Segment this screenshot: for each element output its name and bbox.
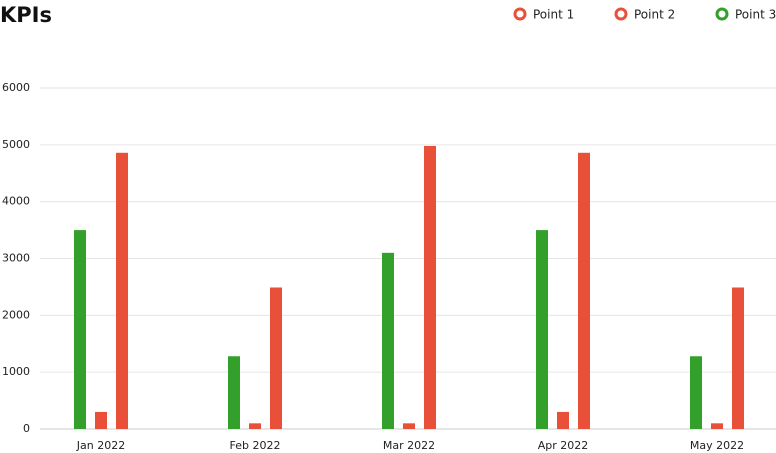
x-tick-label: Mar 2022 bbox=[383, 439, 435, 452]
chart-title: KPIs bbox=[0, 3, 52, 27]
bar bbox=[403, 423, 415, 429]
bar bbox=[424, 145, 436, 429]
bar bbox=[228, 356, 240, 429]
x-tick-label: Feb 2022 bbox=[230, 439, 281, 452]
bar bbox=[74, 230, 86, 429]
bar bbox=[711, 423, 723, 429]
x-tick-label: Apr 2022 bbox=[538, 439, 589, 452]
y-tick-label: 6000 bbox=[2, 81, 30, 94]
bar bbox=[732, 287, 744, 429]
legend-label: Point 2 bbox=[634, 8, 675, 22]
y-tick-label: 3000 bbox=[2, 252, 30, 265]
bar bbox=[557, 411, 569, 429]
legend-marker bbox=[513, 7, 527, 21]
bar bbox=[270, 287, 282, 429]
bar bbox=[536, 230, 548, 429]
legend-marker bbox=[614, 7, 628, 21]
x-tick-label: Jan 2022 bbox=[76, 439, 125, 452]
y-tick-label: 2000 bbox=[2, 308, 30, 321]
bar bbox=[95, 411, 107, 429]
bar bbox=[382, 252, 394, 429]
legend-label: Point 1 bbox=[533, 8, 574, 22]
bar bbox=[690, 356, 702, 429]
bar bbox=[578, 152, 590, 430]
x-tick-label: May 2022 bbox=[690, 439, 744, 452]
y-tick-label: 1000 bbox=[2, 365, 30, 378]
y-tick-label: 4000 bbox=[2, 195, 30, 208]
bar bbox=[116, 152, 128, 430]
bar bbox=[249, 423, 261, 429]
y-tick-label: 5000 bbox=[2, 138, 30, 151]
legend-label: Point 3 bbox=[735, 8, 776, 22]
y-tick-label: 0 bbox=[23, 422, 30, 435]
legend-marker bbox=[715, 7, 729, 21]
